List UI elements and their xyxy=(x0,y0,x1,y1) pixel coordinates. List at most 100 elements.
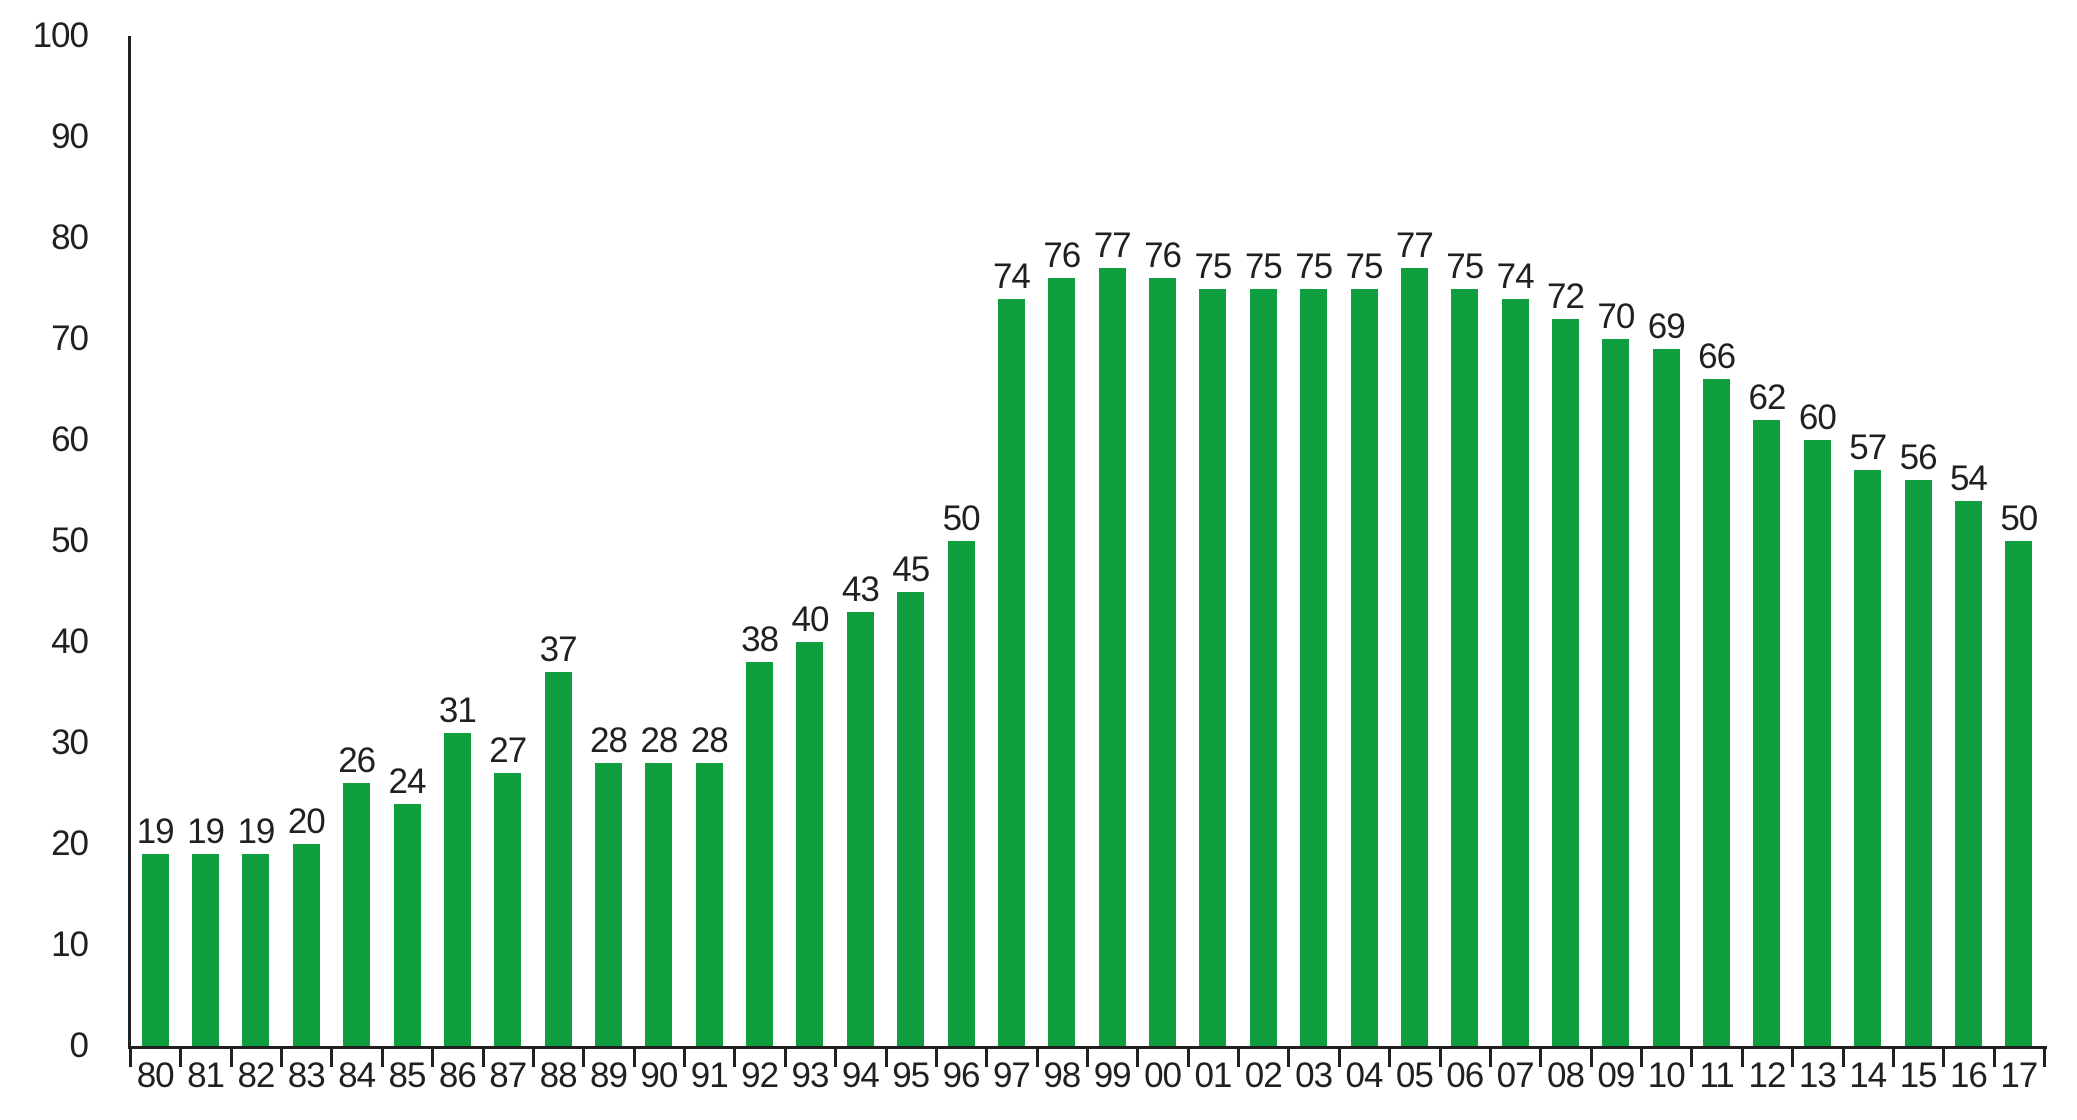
x-tick-label: 05 xyxy=(1395,1056,1434,1095)
bar-value-label: 19 xyxy=(237,812,275,852)
x-tick-mark xyxy=(985,1049,989,1067)
x-tick-mark xyxy=(1539,1049,1543,1067)
y-tick-label: 60 xyxy=(51,420,89,459)
x-tick-label: 09 xyxy=(1597,1056,1635,1095)
bar-value-label: 56 xyxy=(1899,438,1938,478)
x-tick-mark xyxy=(1388,1049,1392,1067)
x-tick-mark xyxy=(1841,1049,1845,1067)
bar xyxy=(1400,268,1428,1046)
bar-value-label: 19 xyxy=(187,812,225,852)
x-tick-label: 98 xyxy=(1043,1056,1081,1095)
x-tick-label: 07 xyxy=(1496,1056,1535,1095)
bar-value-label: 19 xyxy=(136,812,175,852)
bar-value-label: 54 xyxy=(1949,458,1988,498)
x-tick-label: 04 xyxy=(1345,1056,1384,1095)
bar xyxy=(494,773,522,1046)
y-axis-line xyxy=(128,36,131,1049)
x-tick-label: 92 xyxy=(741,1056,779,1095)
x-tick-label: 94 xyxy=(841,1056,880,1095)
x-tick-mark xyxy=(1237,1049,1241,1067)
x-tick-mark xyxy=(1589,1049,1593,1067)
bar-value-label: 77 xyxy=(1093,226,1132,266)
x-tick-mark xyxy=(1438,1049,1442,1067)
bar-value-label: 75 xyxy=(1446,246,1484,286)
bar xyxy=(393,803,421,1046)
bar-value-label: 75 xyxy=(1244,246,1283,286)
bar xyxy=(897,591,925,1046)
bar-value-label: 37 xyxy=(539,630,578,670)
y-tick-label: 40 xyxy=(51,622,89,661)
bar-value-label: 45 xyxy=(892,549,930,589)
bar xyxy=(343,783,371,1046)
x-tick-mark xyxy=(934,1049,938,1067)
x-axis-line xyxy=(128,1046,2047,1049)
x-tick-mark xyxy=(129,1049,132,1067)
x-tick-mark xyxy=(179,1049,183,1067)
bar xyxy=(1451,288,1479,1046)
x-tick-mark xyxy=(1992,1049,1996,1067)
bar xyxy=(1753,419,1781,1046)
x-tick-label: 13 xyxy=(1798,1056,1837,1095)
bar-value-label: 72 xyxy=(1547,276,1585,316)
x-tick-label: 83 xyxy=(287,1056,326,1095)
x-tick-mark xyxy=(1287,1049,1291,1067)
x-tick-mark xyxy=(1488,1049,1492,1067)
y-tick-label: 10 xyxy=(51,925,89,964)
x-tick-label: 84 xyxy=(338,1056,376,1095)
x-tick-mark xyxy=(1942,1049,1946,1067)
x-tick-label: 00 xyxy=(1144,1056,1182,1095)
bar xyxy=(796,642,824,1046)
bar xyxy=(443,732,471,1046)
x-tick-label: 11 xyxy=(1699,1056,1734,1095)
bar-value-label: 76 xyxy=(1144,236,1182,276)
bar xyxy=(1652,349,1680,1046)
bar-value-label: 74 xyxy=(992,256,1031,296)
bar xyxy=(1350,288,1378,1046)
bar-value-label: 76 xyxy=(1043,236,1081,276)
x-tick-label: 16 xyxy=(1949,1056,1988,1095)
x-tick-mark xyxy=(1186,1049,1190,1067)
x-tick-mark xyxy=(1740,1049,1744,1067)
bar xyxy=(595,763,622,1046)
x-tick-label: 12 xyxy=(1748,1056,1786,1095)
bar xyxy=(645,763,673,1046)
bar xyxy=(1249,288,1277,1046)
bar xyxy=(695,763,723,1046)
bar xyxy=(1904,480,1932,1046)
x-tick-mark xyxy=(683,1049,687,1067)
x-tick-mark xyxy=(2043,1049,2046,1067)
bar-value-label: 50 xyxy=(2000,499,2038,538)
x-tick-label: 99 xyxy=(1093,1056,1132,1095)
x-tick-label: 91 xyxy=(690,1056,729,1095)
x-tick-label: 03 xyxy=(1295,1056,1333,1095)
x-tick-mark xyxy=(834,1049,838,1067)
x-tick-label: 97 xyxy=(992,1056,1031,1095)
bar xyxy=(1954,500,1982,1046)
bar-value-label: 57 xyxy=(1849,428,1887,468)
bar-value-label: 28 xyxy=(590,721,628,761)
x-tick-label: 86 xyxy=(438,1056,477,1095)
bar xyxy=(1602,339,1630,1046)
x-tick-mark xyxy=(733,1049,737,1067)
y-tick-label: 70 xyxy=(51,319,89,358)
x-tick-label: 02 xyxy=(1244,1056,1283,1095)
bar xyxy=(242,854,270,1046)
bar-value-label: 20 xyxy=(287,802,326,841)
x-tick-label: 88 xyxy=(539,1056,578,1095)
bar-value-label: 70 xyxy=(1597,297,1635,336)
x-tick-mark xyxy=(431,1049,435,1067)
bar-value-label: 28 xyxy=(640,721,678,761)
bar xyxy=(1854,470,1882,1046)
x-tick-mark xyxy=(481,1049,485,1067)
bar xyxy=(1501,298,1529,1046)
x-tick-label: 15 xyxy=(1899,1056,1938,1095)
bar xyxy=(544,672,572,1046)
x-tick-label: 82 xyxy=(237,1056,275,1095)
bar xyxy=(192,854,220,1046)
bar-value-label: 75 xyxy=(1345,246,1384,286)
bar xyxy=(846,611,874,1046)
x-tick-mark xyxy=(229,1049,233,1067)
bar xyxy=(1703,379,1731,1046)
bar-value-label: 40 xyxy=(791,600,830,639)
y-tick-label: 30 xyxy=(51,723,89,762)
